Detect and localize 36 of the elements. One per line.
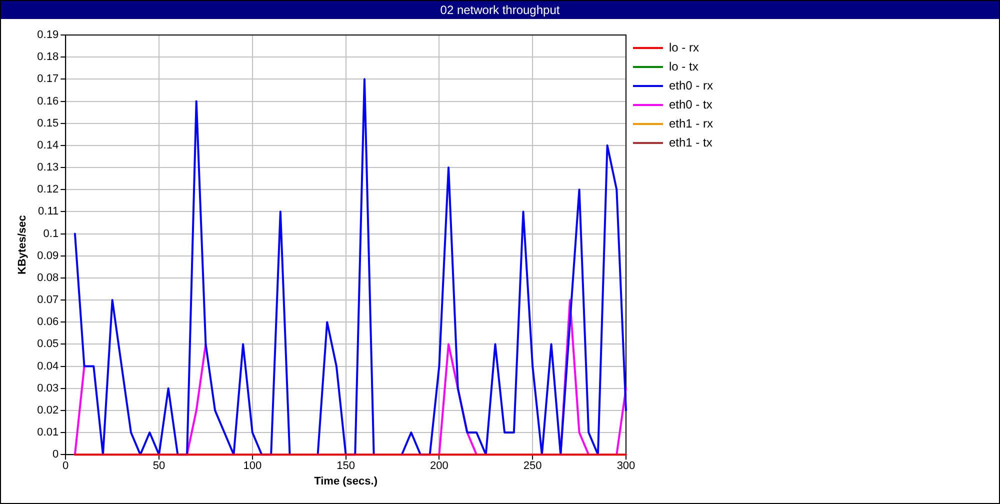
chart-title: 02 network throughput	[1, 1, 999, 19]
legend-label: lo - rx	[668, 40, 699, 54]
x-axis-title: Time (secs.)	[314, 475, 378, 488]
y-tick-label: 0.17	[37, 73, 59, 86]
y-tick-label: 0.04	[37, 360, 59, 372]
x-tick-label: 250	[523, 460, 542, 472]
x-tick-label: 300	[616, 460, 636, 472]
legend-label: eth0 - tx	[668, 97, 712, 112]
legend-label: eth1 - rx	[668, 116, 713, 130]
y-tick-label: 0.14	[37, 139, 59, 152]
y-axis-title: KBytes/sec	[16, 215, 29, 274]
legend-label: eth1 - tx	[668, 135, 712, 150]
y-tick-label: 0.07	[37, 294, 59, 306]
y-tick-label: 0.15	[37, 117, 59, 130]
y-tick-label: 0.16	[37, 95, 59, 108]
y-tick-label: 0.03	[37, 382, 59, 394]
legend-label: lo - tx	[668, 59, 698, 74]
y-tick-label: 0.13	[37, 162, 59, 174]
y-tick-label: 0.09	[37, 250, 59, 262]
x-tick-label: 100	[243, 460, 262, 472]
y-tick-label: 0.11	[38, 206, 59, 218]
y-tick-label: 0.08	[37, 272, 59, 284]
x-tick-label: 200	[430, 460, 448, 472]
y-tick-label: 0.1	[43, 228, 59, 240]
x-tick-label: 150	[336, 460, 355, 472]
y-tick-label: 0.01	[37, 426, 59, 439]
y-tick-label: 0	[52, 448, 59, 461]
y-tick-label: 0.19	[37, 29, 59, 42]
y-tick-label: 0.06	[37, 316, 59, 328]
legend-label: eth0 - rx	[668, 78, 713, 92]
x-tick-label: 50	[152, 460, 166, 472]
y-tick-label: 0.12	[37, 184, 59, 196]
y-tick-label: 0.02	[37, 404, 59, 416]
y-tick-label: 0.18	[37, 51, 59, 64]
x-tick-label: 0	[62, 460, 69, 472]
y-tick-label: 0.05	[37, 338, 59, 350]
